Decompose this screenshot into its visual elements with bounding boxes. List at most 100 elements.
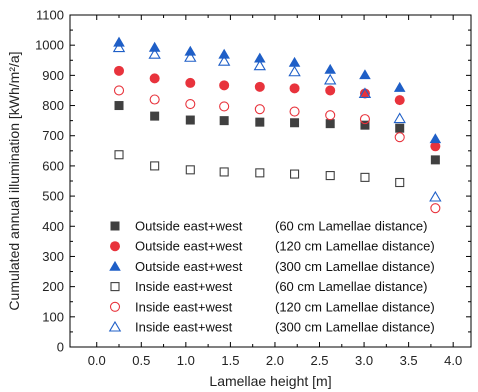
- data-point: [394, 132, 405, 143]
- legend-note: (120 cm Lamellae distance): [275, 299, 435, 314]
- x-tick-label: 1.0: [177, 353, 195, 368]
- data-point: [395, 123, 405, 133]
- data-point: [429, 133, 442, 144]
- plot-frame: [69, 14, 472, 348]
- data-point: [288, 65, 301, 77]
- legend-marker: [108, 320, 122, 332]
- data-point: [359, 69, 371, 80]
- y-axis: 0 100 200 300 400 500 600 700 800 900 1000 1100: [35, 8, 471, 355]
- data-point: [184, 51, 197, 62]
- x-tick-label: 2.5: [310, 353, 328, 368]
- series-4: [114, 150, 405, 188]
- data-markers: [112, 36, 442, 214]
- y-tick-label: 300: [42, 249, 64, 264]
- data-point: [325, 119, 335, 129]
- x-tick-label: 0.0: [88, 353, 106, 368]
- legend-label: Inside east+west: [135, 279, 233, 294]
- data-point: [255, 168, 265, 178]
- data-point: [430, 155, 440, 165]
- data-point: [113, 85, 125, 96]
- plot-border: [69, 14, 472, 348]
- legend-note: (300 cm Lamellae distance): [275, 259, 435, 274]
- data-point: [289, 106, 300, 117]
- series-1: [114, 101, 440, 165]
- data-point: [148, 41, 161, 52]
- y-tick-label: 600: [42, 158, 64, 173]
- data-point: [114, 150, 124, 160]
- data-point: [289, 83, 300, 94]
- legend: Outside east+west (60 cm Lamellae distanc…: [108, 219, 435, 335]
- x-tick-label: 1.5: [221, 353, 239, 368]
- data-point: [324, 63, 336, 74]
- data-point: [325, 171, 335, 181]
- series-6: [112, 41, 442, 202]
- data-point: [185, 77, 196, 88]
- data-point: [360, 120, 370, 130]
- legend-marker: [110, 221, 120, 231]
- legend-marker: [110, 282, 120, 292]
- data-point: [325, 110, 336, 121]
- legend-note: (60 cm Lamellae distance): [275, 219, 427, 234]
- data-point: [254, 52, 266, 63]
- data-point: [114, 101, 124, 111]
- data-point: [114, 65, 125, 76]
- x-tick-label: 3.0: [355, 353, 373, 368]
- series-3: [113, 36, 442, 144]
- data-point: [288, 56, 301, 67]
- data-point: [429, 190, 442, 202]
- data-point: [360, 172, 370, 182]
- data-point: [185, 98, 196, 110]
- data-point: [219, 80, 230, 91]
- legend-label: Outside east+west: [135, 219, 243, 234]
- legend-marker: [109, 260, 121, 271]
- y-tick-label: 100: [42, 309, 64, 324]
- data-point: [219, 101, 230, 112]
- legend-label: Outside east+west: [135, 239, 243, 254]
- x-tick-label: 3.5: [400, 353, 418, 368]
- data-point: [254, 81, 265, 92]
- y-tick-label: 900: [42, 68, 64, 83]
- data-point: [218, 48, 230, 59]
- data-point: [359, 114, 371, 125]
- data-point: [393, 112, 406, 124]
- x-tick-label: 2.0: [266, 353, 284, 368]
- legend-note: (300 cm Lamellae distance): [275, 320, 435, 335]
- y-tick-label: 400: [42, 219, 64, 234]
- y-tick-label: 700: [42, 128, 64, 143]
- data-point: [150, 111, 160, 121]
- series-2: [114, 65, 441, 152]
- y-tick-label: 0: [57, 340, 64, 355]
- data-point: [150, 161, 160, 171]
- data-point: [219, 167, 229, 177]
- x-tick-label: 0.5: [132, 353, 150, 368]
- data-point: [149, 94, 160, 105]
- data-point: [219, 116, 229, 126]
- data-point: [149, 73, 160, 84]
- data-point: [148, 48, 161, 59]
- y-tick-label: 500: [42, 189, 64, 204]
- y-tick-label: 200: [42, 279, 64, 294]
- data-point: [290, 118, 300, 128]
- y-axis-title: Cumulated annual illumination [kWh/m²/a]: [6, 51, 22, 310]
- data-point: [430, 141, 441, 152]
- data-point: [290, 169, 300, 179]
- data-point: [254, 104, 265, 115]
- y-tick-label: 800: [42, 98, 64, 113]
- data-point: [430, 203, 441, 214]
- x-tick-label: 4.0: [444, 353, 462, 368]
- x-axis-title: Lamellae height [m]: [209, 373, 331, 389]
- data-point: [395, 177, 405, 188]
- data-point: [323, 73, 337, 85]
- y-tick-label: 1000: [35, 38, 64, 53]
- data-point: [253, 59, 267, 71]
- data-point: [217, 55, 231, 66]
- series-5: [113, 85, 441, 214]
- legend-note: (120 cm Lamellae distance): [275, 239, 435, 254]
- legend-label: Outside east+west: [135, 259, 243, 274]
- legend-marker: [110, 241, 120, 252]
- legend-label: Inside east+west: [135, 320, 233, 335]
- data-point: [185, 115, 195, 125]
- y-tick-label: 1100: [36, 8, 64, 23]
- data-point: [184, 45, 197, 56]
